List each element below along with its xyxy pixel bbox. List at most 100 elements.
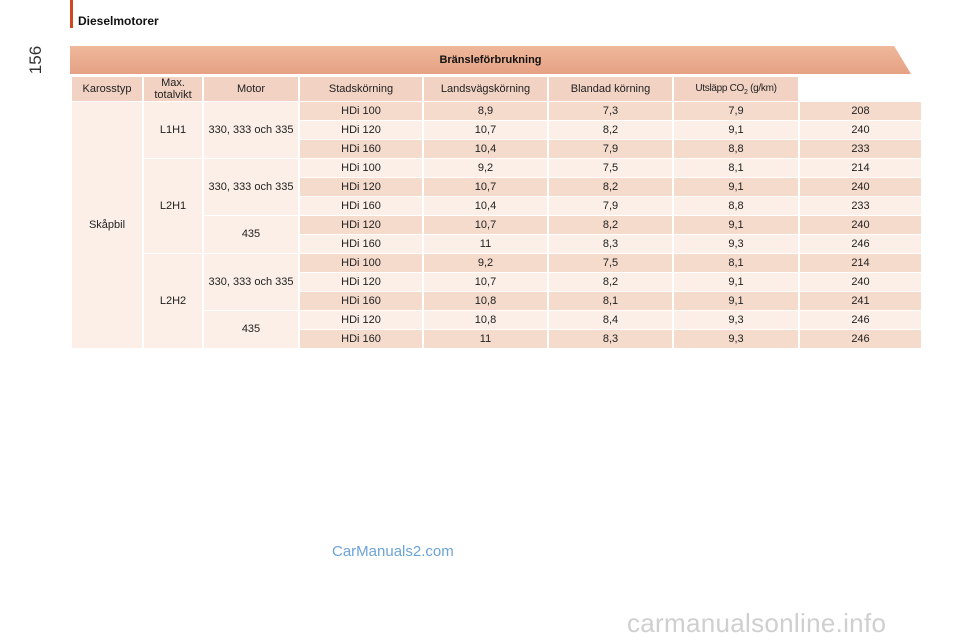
header-row: Karosstyp Max. totalvikt Motor Stadskörn… [72, 77, 921, 101]
table-title: Bränsleförbrukning [70, 46, 911, 74]
highway-value: 7,9 [549, 140, 672, 158]
combined-value: 9,3 [674, 330, 798, 348]
table-row: HDi 120 10,7 8,2 9,1 240 [72, 121, 921, 139]
max-weight-cell: 330, 333 och 335 [204, 254, 298, 310]
co2-value: 240 [800, 178, 921, 196]
highway-value: 7,3 [549, 102, 672, 120]
engine-cell: HDi 100 [300, 102, 422, 120]
highway-value: 8,1 [549, 292, 672, 310]
table-row: L2H2 330, 333 och 335 HDi 100 9,2 7,5 8,1 214 [72, 254, 921, 348]
combined-value: 8,1 [674, 254, 798, 272]
highway-value: 8,2 [549, 273, 672, 291]
max-weight-cell: 435 [204, 216, 298, 253]
co2-value: 240 [800, 121, 921, 139]
col-header-body-type: Karosstyp [72, 77, 142, 101]
city-value: 9,2 [424, 254, 547, 272]
combined-value: 9,3 [674, 311, 798, 329]
table-row: 435 HDi 120 10,8 8,4 9,3 246 [72, 311, 921, 348]
city-value: 10,7 [424, 121, 547, 139]
highway-value: 7,9 [549, 197, 672, 215]
max-weight-cell: 330, 333 och 335 [204, 159, 298, 215]
engine-cell: HDi 160 [300, 140, 422, 158]
highway-value: 8,2 [549, 178, 672, 196]
col-header-engine: Motor [204, 77, 298, 101]
table-body: Skåpbil L1H1 330, 333 och 335 HDi 100 8,9 7,3… [72, 102, 921, 348]
engine-cell: HDi 160 [300, 197, 422, 215]
table-row: HDi 160 11 8,3 9,3 246 [72, 330, 921, 348]
col-header-combined: Blandad körning [549, 77, 672, 101]
col-header-highway: Landsvägskörning [424, 77, 547, 101]
highway-value: 8,2 [549, 121, 672, 139]
table-row: HDi 160 10,4 7,9 8,8 233 [72, 140, 921, 158]
city-value: 10,8 [424, 292, 547, 310]
table-row: 435 HDi 120 10,7 8,2 9,1 240 [72, 216, 921, 253]
engine-cell: HDi 100 [300, 159, 422, 177]
combined-value: 9,1 [674, 121, 798, 139]
combined-value: 9,1 [674, 273, 798, 291]
engine-cell: HDi 160 [300, 235, 422, 253]
highway-value: 7,5 [549, 254, 672, 272]
max-weight-cell: 330, 333 och 335 [204, 102, 298, 158]
table-row: HDi 160 10,8 8,1 9,1 241 [72, 292, 921, 310]
engine-cell: HDi 120 [300, 121, 422, 139]
highway-value: 8,2 [549, 216, 672, 234]
page-number: 156 [26, 45, 45, 75]
combined-value: 8,1 [674, 159, 798, 177]
co2-value: 214 [800, 254, 921, 272]
engine-cell: HDi 100 [300, 254, 422, 272]
table-row: HDi 120 10,7 8,2 9,1 240 [72, 178, 921, 196]
section-title: Dieselmotorer [78, 14, 159, 28]
co2-value: 214 [800, 159, 921, 177]
table-row: HDi 160 10,4 7,9 8,8 233 [72, 197, 921, 215]
city-value: 10,4 [424, 140, 547, 158]
combined-value: 8,8 [674, 140, 798, 158]
fuel-consumption-table: Bränsleförbrukning Karosstyp Max. totalv… [70, 46, 921, 349]
combined-value: 9,3 [674, 235, 798, 253]
combined-value: 8,8 [674, 197, 798, 215]
highway-value: 8,3 [549, 235, 672, 253]
highway-value: 8,3 [549, 330, 672, 348]
city-value: 10,7 [424, 216, 547, 234]
table-row: Skåpbil L1H1 330, 333 och 335 HDi 100 8,9 7,3… [72, 102, 921, 348]
combined-value: 9,1 [674, 292, 798, 310]
co2-header-prefix: Utsläpp CO [695, 82, 745, 94]
engine-cell: HDi 120 [300, 311, 422, 329]
city-value: 11 [424, 330, 547, 348]
co2-value: 240 [800, 216, 921, 234]
co2-header-sub: 2 [744, 88, 748, 96]
engine-cell: HDi 120 [300, 178, 422, 196]
engine-cell: HDi 160 [300, 330, 422, 348]
co2-value: 233 [800, 140, 921, 158]
col-header-max-weight: Max. totalvikt [144, 77, 202, 101]
co2-value: 233 [800, 197, 921, 215]
highway-value: 8,4 [549, 311, 672, 329]
combined-value: 9,1 [674, 178, 798, 196]
variant-cell: L2H1 [144, 159, 202, 253]
co2-value: 246 [800, 235, 921, 253]
table-row: L2H1 330, 333 och 335 HDi 100 9,2 7,5 8,1 214 [72, 159, 921, 253]
watermark-footer: carmanualsonline.info [627, 608, 887, 638]
engine-cell: HDi 120 [300, 216, 422, 234]
col-header-co2: Utsläpp CO2 (g/km) [674, 77, 798, 101]
watermark-carmanuals: CarManuals2.com [332, 543, 454, 560]
engine-cell: HDi 160 [300, 292, 422, 310]
table-row: HDi 120 10,7 8,2 9,1 240 [72, 273, 921, 291]
co2-value: 246 [800, 311, 921, 329]
city-value: 10,4 [424, 197, 547, 215]
city-value: 10,8 [424, 311, 547, 329]
co2-value: 241 [800, 292, 921, 310]
city-value: 8,9 [424, 102, 547, 120]
section-accent-bar [70, 0, 73, 28]
table-row: HDi 160 11 8,3 9,3 246 [72, 235, 921, 253]
co2-header-suffix: (g/km) [747, 82, 777, 94]
highway-value: 7,5 [549, 159, 672, 177]
city-value: 10,7 [424, 273, 547, 291]
engine-cell: HDi 120 [300, 273, 422, 291]
combined-value: 9,1 [674, 216, 798, 234]
combined-value: 7,9 [674, 102, 798, 120]
co2-value: 246 [800, 330, 921, 348]
co2-value: 208 [800, 102, 921, 120]
co2-value: 240 [800, 273, 921, 291]
consumption-grid: Karosstyp Max. totalvikt Motor Stadskörn… [70, 76, 923, 349]
max-weight-cell: 435 [204, 311, 298, 348]
